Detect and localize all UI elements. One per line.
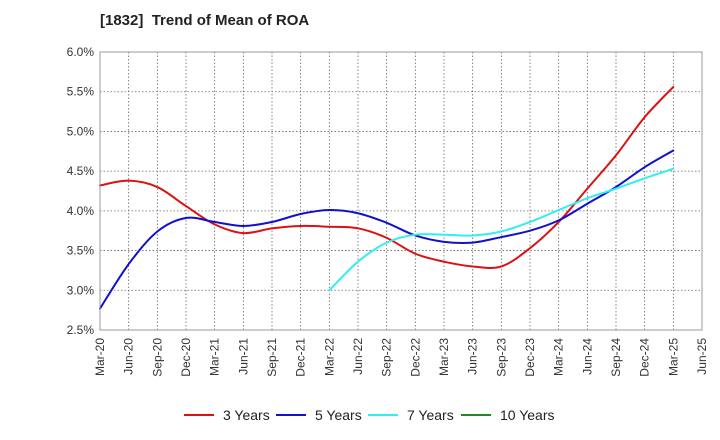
x-tick-label: Jun-24 (580, 338, 594, 375)
plot-area-frame (99, 51, 703, 331)
legend-label-7-years: 7 Years (407, 407, 454, 423)
x-tick-label: Dec-20 (179, 338, 193, 377)
x-tick-label: Jun-20 (122, 338, 136, 375)
y-tick-label: 6.0% (67, 45, 95, 59)
x-tick-label: Jun-22 (351, 338, 365, 375)
y-tick-label: 3.0% (67, 283, 95, 297)
y-tick-label: 3.5% (67, 244, 95, 258)
chart-title: [1832] Trend of Mean of ROA (100, 12, 310, 29)
x-tick-label: Dec-23 (523, 338, 537, 377)
y-tick-label: 4.0% (67, 204, 95, 218)
legend: 3 Years 5 Years 7 Years 10 Years (184, 407, 555, 423)
legend-label-5-years: 5 Years (315, 407, 362, 423)
x-tick-label: Dec-22 (408, 338, 422, 377)
x-tick-label: Sep-24 (609, 338, 623, 377)
x-tick-label: Mar-25 (666, 338, 680, 376)
y-tick-label: 4.5% (67, 164, 95, 178)
x-tick-label: Jun-25 (695, 338, 709, 375)
x-tick-label: Sep-21 (265, 338, 279, 377)
x-tick-label: Mar-22 (322, 338, 336, 376)
legend-label-3-years: 3 Years (223, 407, 270, 423)
x-tick-label: Sep-23 (494, 338, 508, 377)
series-line-7-years (328, 167, 675, 292)
x-tick-label: Mar-20 (93, 338, 107, 376)
x-tick-label: Mar-24 (552, 338, 566, 376)
x-tick-label: Dec-24 (638, 338, 652, 377)
x-axis-tick-labels: Mar-20 Jun-20 Sep-20 Dec-20 Mar-21 Jun-21 Sep-… (93, 338, 709, 377)
x-tick-label: Mar-21 (208, 338, 222, 376)
x-tick-label: Jun-21 (236, 338, 250, 375)
x-tick-label: Dec-21 (294, 338, 308, 377)
grid-lines (100, 52, 702, 330)
y-tick-label: 5.5% (67, 85, 95, 99)
series-line-3-years (99, 85, 675, 270)
x-tick-label: Mar-23 (437, 338, 451, 376)
x-tick-label: Jun-23 (466, 338, 480, 375)
x-tick-label: Sep-20 (150, 338, 164, 377)
y-tick-label: 5.0% (67, 124, 95, 138)
x-tick-label: Sep-22 (380, 338, 394, 377)
y-axis-tick-labels: 2.5% 3.0% 3.5% 4.0% 4.5% 5.0% 5.5% 6.0% (67, 45, 95, 337)
series-lines (99, 85, 675, 310)
series-line-5-years (99, 149, 675, 310)
legend-label-10-years: 10 Years (500, 407, 555, 423)
y-tick-label: 2.5% (67, 323, 95, 337)
